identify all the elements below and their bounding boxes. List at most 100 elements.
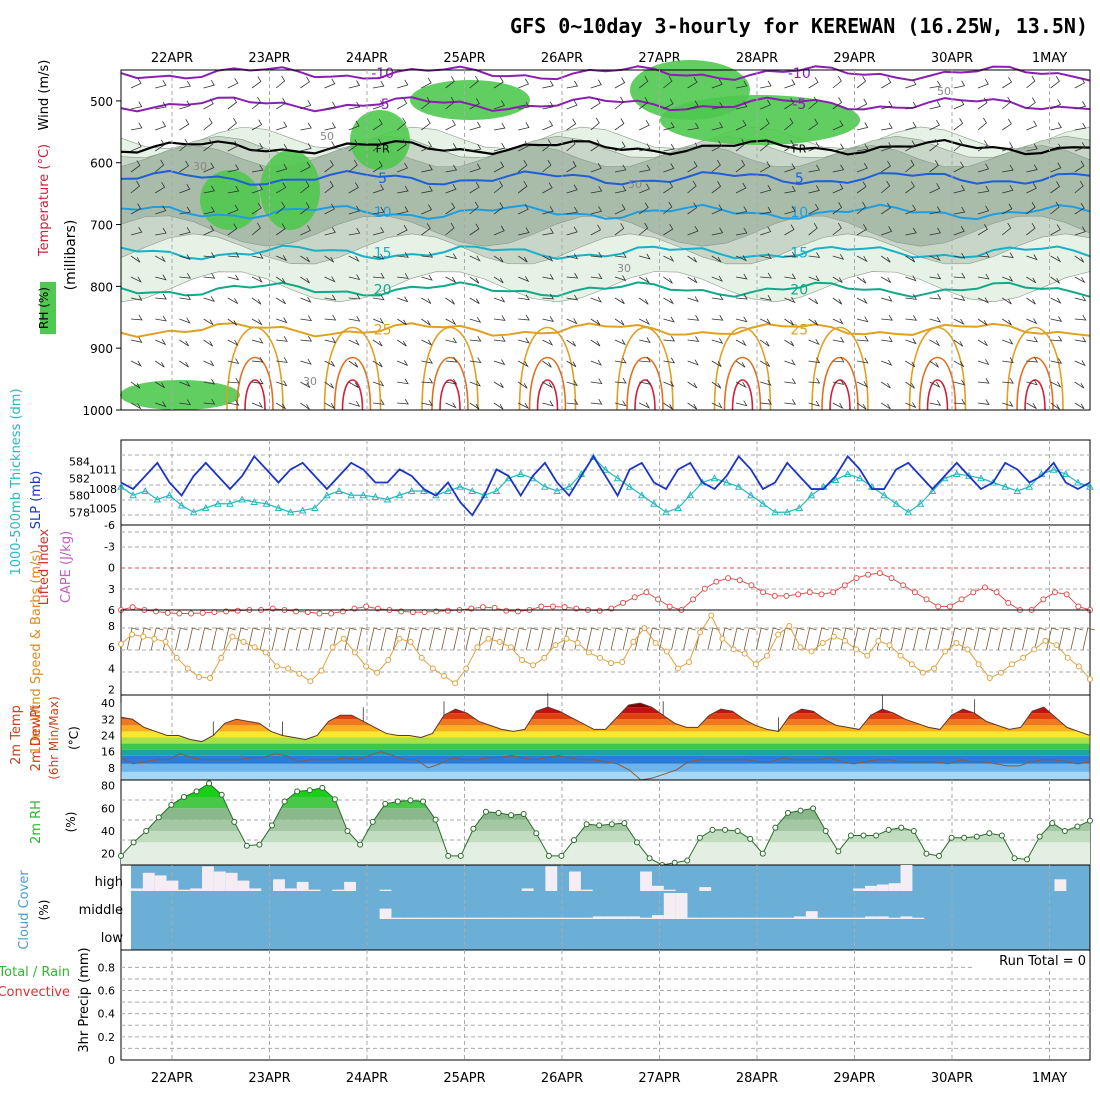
thickness-line-point bbox=[347, 491, 355, 499]
wind-barb bbox=[130, 314, 143, 321]
thickness-line-point bbox=[117, 482, 125, 490]
rh-2m-line-point bbox=[382, 800, 389, 807]
temp-band bbox=[121, 755, 1090, 764]
surface-isotherm bbox=[626, 356, 664, 411]
wind-barb bbox=[566, 399, 579, 405]
precip-label: 3hr Precip (mm) bbox=[77, 947, 92, 1052]
minmax-label: (6hr Min/Max) bbox=[47, 696, 61, 780]
wind-barb bbox=[227, 117, 237, 131]
wind-barb bbox=[1050, 122, 1062, 131]
wind-barb bbox=[469, 121, 481, 131]
wind-barb bbox=[203, 162, 215, 173]
wind-barb bbox=[372, 317, 385, 324]
wind-barb bbox=[856, 316, 869, 323]
wind-barb bbox=[953, 99, 965, 110]
wind-barb bbox=[832, 336, 845, 343]
wind-barb bbox=[977, 273, 990, 280]
li-line-point bbox=[199, 609, 206, 616]
wind-barb bbox=[445, 76, 455, 89]
wind-10m-line-point bbox=[608, 660, 615, 667]
wind-barb bbox=[203, 225, 215, 236]
thickness-tick: 578 bbox=[69, 506, 90, 519]
wind-10m-line-point bbox=[1042, 637, 1049, 644]
wind-10m-line-point bbox=[908, 661, 915, 668]
wind-barb bbox=[179, 380, 191, 387]
wind-barb bbox=[130, 101, 143, 110]
wind-10m-barb bbox=[1034, 627, 1047, 651]
surface-isotherm bbox=[926, 379, 949, 411]
wind-barb bbox=[179, 160, 190, 173]
cloud-mid-bar bbox=[711, 917, 723, 919]
wind-barb bbox=[227, 399, 240, 406]
rh-band bbox=[121, 831, 1090, 843]
wind-barb bbox=[276, 255, 288, 262]
wind-barb bbox=[517, 381, 528, 389]
rh-label: RH (%) bbox=[37, 287, 51, 329]
cloud-mid-bar bbox=[426, 917, 439, 919]
dewpt-label: 2m DewPt bbox=[29, 705, 44, 772]
wind-barb bbox=[300, 180, 310, 194]
wind-barb bbox=[275, 75, 286, 89]
cloud-high-bar bbox=[332, 889, 345, 891]
wind-10m-barb bbox=[538, 627, 551, 651]
wind-barb bbox=[711, 255, 722, 263]
wind-barb bbox=[130, 360, 142, 367]
rh-2m-line-point bbox=[118, 852, 124, 859]
wind-barb bbox=[566, 318, 578, 325]
wind-barb bbox=[421, 377, 434, 384]
day-label-top: 24APR bbox=[346, 51, 388, 66]
wind-barb bbox=[590, 117, 600, 131]
wind-10m-barb bbox=[1082, 627, 1096, 651]
run-total-label: Run Total = 0 bbox=[999, 954, 1086, 969]
rh-2m-line-point bbox=[621, 820, 628, 827]
wind-barb bbox=[251, 96, 262, 110]
li-line-point bbox=[958, 596, 965, 603]
wind-10m-line-point bbox=[697, 629, 704, 636]
wind-barb bbox=[348, 293, 361, 300]
thickness-line-point bbox=[686, 491, 695, 499]
cloud-high-bar bbox=[379, 889, 392, 891]
wind-barb bbox=[590, 251, 603, 258]
wind-barb bbox=[251, 297, 262, 305]
wind-barb bbox=[614, 77, 626, 89]
wind-10m-line-point bbox=[764, 652, 770, 659]
thickness-line-point bbox=[298, 506, 307, 514]
wind-10m-line-point bbox=[296, 670, 303, 677]
thickness-line-point bbox=[201, 503, 210, 511]
wind-barb bbox=[808, 164, 821, 173]
wind-barb bbox=[518, 360, 529, 368]
wind-barb bbox=[324, 203, 335, 215]
wind-10m-line-point bbox=[730, 646, 737, 653]
thickness-line-point bbox=[662, 508, 670, 516]
wind-barb bbox=[639, 402, 651, 409]
wind-barb bbox=[1050, 316, 1063, 322]
wind-barb bbox=[251, 337, 264, 344]
wind-barb bbox=[1026, 254, 1038, 261]
li-line-point bbox=[806, 589, 813, 596]
thickness-line-point bbox=[989, 478, 997, 486]
wind-barb bbox=[348, 315, 361, 322]
wind-barb bbox=[977, 140, 988, 152]
wind-barb bbox=[1050, 255, 1062, 263]
wind-barb bbox=[832, 297, 843, 305]
wind-10m-barb bbox=[985, 627, 999, 651]
temp-tick: 16 bbox=[101, 746, 115, 759]
precip-legend-total: Total / Rain bbox=[0, 965, 70, 980]
wind-10m-line-point bbox=[207, 675, 214, 681]
isotherm-label: 25 bbox=[374, 323, 392, 339]
wind-10m-barb bbox=[392, 627, 406, 651]
wind-10m-barb bbox=[683, 627, 696, 651]
cloud-mid-bar bbox=[533, 917, 546, 919]
rh-2m-line-point bbox=[369, 818, 376, 825]
thickness-line-point bbox=[141, 486, 150, 494]
wind-10m-line-point bbox=[853, 646, 860, 653]
wind-barb bbox=[784, 139, 795, 152]
wind-barb bbox=[397, 206, 409, 215]
wind-barb bbox=[1050, 297, 1062, 304]
wind-barb bbox=[493, 122, 506, 131]
temperature-label: Temperature (°C) bbox=[37, 144, 52, 257]
wind-10m-line-point bbox=[441, 672, 447, 679]
wind-barb bbox=[203, 398, 216, 405]
wind-barb bbox=[881, 359, 893, 366]
wind-barb bbox=[445, 164, 458, 173]
